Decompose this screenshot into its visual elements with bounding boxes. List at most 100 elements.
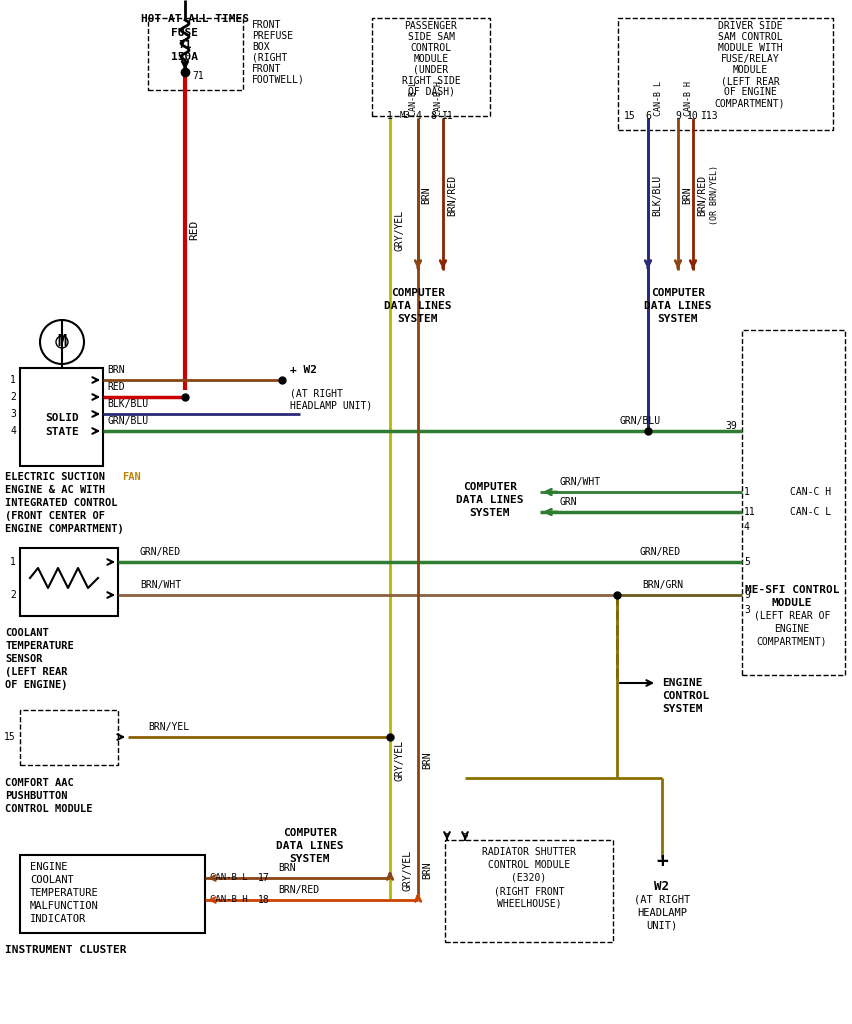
- Text: CAN-B H: CAN-B H: [684, 82, 693, 117]
- Text: BRN/YEL: BRN/YEL: [148, 722, 189, 732]
- Text: (UNDER: (UNDER: [413, 65, 449, 75]
- Text: FOOTWELL): FOOTWELL): [252, 75, 305, 85]
- Text: 1: 1: [10, 375, 16, 385]
- Text: INDICATOR: INDICATOR: [30, 914, 86, 924]
- Text: MODULE: MODULE: [413, 54, 449, 63]
- Text: +: +: [656, 853, 668, 871]
- Text: GRN/RED: GRN/RED: [640, 547, 681, 557]
- Text: DATA LINES: DATA LINES: [276, 841, 343, 851]
- Text: + W2: + W2: [290, 365, 317, 375]
- Text: CONTROL: CONTROL: [411, 43, 452, 53]
- Text: (OR BRN/YEL): (OR BRN/YEL): [710, 165, 718, 225]
- Text: CAN-C H: CAN-C H: [790, 487, 831, 497]
- Text: SENSOR: SENSOR: [5, 654, 43, 664]
- Text: BRN/RED: BRN/RED: [697, 174, 707, 216]
- Bar: [20, 368, 103, 466]
- Text: COMPUTER: COMPUTER: [651, 288, 705, 298]
- Text: HEADLAMP: HEADLAMP: [637, 908, 687, 918]
- Text: W2: W2: [654, 880, 670, 893]
- Text: 3: 3: [10, 409, 16, 419]
- Text: ENGINE: ENGINE: [774, 624, 809, 634]
- Text: BRN/RED: BRN/RED: [278, 885, 320, 895]
- Text: 2: 2: [10, 590, 16, 600]
- Text: RED: RED: [107, 382, 124, 392]
- Bar: [20, 855, 205, 933]
- Text: CAN-C L: CAN-C L: [790, 507, 831, 517]
- Text: 4: 4: [10, 426, 16, 436]
- Text: PREFUSE: PREFUSE: [252, 31, 293, 41]
- Text: DATA LINES: DATA LINES: [644, 301, 711, 311]
- Text: ME-SFI CONTROL: ME-SFI CONTROL: [745, 585, 839, 595]
- Text: (FRONT CENTER OF: (FRONT CENTER OF: [5, 511, 105, 521]
- Text: 1: 1: [444, 833, 450, 843]
- Text: GRN/WHT: GRN/WHT: [560, 477, 602, 487]
- Text: SYSTEM: SYSTEM: [290, 854, 331, 864]
- Text: 17: 17: [258, 873, 270, 883]
- Text: BRN: BRN: [278, 863, 296, 873]
- Text: M: M: [57, 335, 66, 349]
- Text: PASSENGER: PASSENGER: [405, 22, 458, 31]
- Text: CAN-B L: CAN-B L: [210, 873, 248, 883]
- Text: RED: RED: [189, 220, 199, 240]
- Text: (LEFT REAR: (LEFT REAR: [5, 667, 67, 677]
- Text: SYSTEM: SYSTEM: [662, 705, 703, 714]
- Text: 1: 1: [10, 557, 16, 567]
- Text: BRN: BRN: [107, 365, 124, 375]
- Text: COMPUTER: COMPUTER: [283, 828, 337, 838]
- Text: CAN-B L: CAN-B L: [654, 82, 663, 117]
- Text: CAN-B H: CAN-B H: [434, 82, 443, 117]
- Text: CAN-B L: CAN-B L: [409, 82, 418, 117]
- Text: ENGINE COMPARTMENT): ENGINE COMPARTMENT): [5, 524, 124, 534]
- Text: INTEGRATED CONTROL: INTEGRATED CONTROL: [5, 498, 118, 508]
- Text: OF DASH): OF DASH): [407, 87, 454, 97]
- Text: 39: 39: [725, 421, 737, 431]
- Text: SYSTEM: SYSTEM: [469, 508, 510, 518]
- Text: BLK/BLU: BLK/BLU: [652, 174, 662, 216]
- Text: BLK/BLU: BLK/BLU: [107, 399, 148, 409]
- Text: BRN: BRN: [422, 861, 432, 879]
- Text: SOLID: SOLID: [45, 413, 79, 423]
- Text: RADIATOR SHUTTER: RADIATOR SHUTTER: [482, 847, 576, 857]
- Text: SIDE SAM: SIDE SAM: [407, 32, 454, 42]
- Text: 150A: 150A: [171, 52, 199, 62]
- Text: 18: 18: [258, 895, 270, 905]
- Text: GRY/YEL: GRY/YEL: [394, 210, 404, 251]
- Text: 3: 3: [744, 605, 750, 615]
- Text: PUSHBUTTON: PUSHBUTTON: [5, 791, 67, 801]
- Text: 2: 2: [462, 833, 468, 843]
- Text: MODULE: MODULE: [733, 65, 768, 75]
- Text: GRN/BLU: GRN/BLU: [620, 416, 661, 426]
- Text: BRN: BRN: [682, 186, 692, 204]
- Text: BRN: BRN: [421, 186, 431, 204]
- Text: HOT AT ALL TIMES: HOT AT ALL TIMES: [141, 14, 249, 24]
- Text: COMPUTER: COMPUTER: [463, 482, 517, 492]
- Text: GRN/BLU: GRN/BLU: [107, 416, 148, 426]
- Text: CONTROL: CONTROL: [662, 691, 709, 701]
- Bar: [742, 330, 845, 675]
- Text: 10: 10: [687, 111, 699, 121]
- Text: OF ENGINE): OF ENGINE): [5, 680, 67, 690]
- Text: COMFORT AAC: COMFORT AAC: [5, 778, 74, 788]
- Text: I13: I13: [701, 111, 719, 121]
- Text: ENGINE & AC WITH: ENGINE & AC WITH: [5, 485, 105, 495]
- Text: ENGINE: ENGINE: [662, 678, 703, 688]
- Text: CONTROL MODULE: CONTROL MODULE: [488, 860, 570, 870]
- Text: STATE: STATE: [45, 427, 79, 437]
- Text: FAN: FAN: [122, 472, 141, 482]
- Text: 5: 5: [744, 557, 750, 567]
- Text: BRN/RED: BRN/RED: [447, 174, 457, 216]
- Text: FRONT: FRONT: [252, 63, 281, 74]
- Text: ENGINE: ENGINE: [30, 862, 67, 872]
- Text: FUSE: FUSE: [171, 28, 199, 38]
- Text: DATA LINES: DATA LINES: [384, 301, 452, 311]
- Text: GRY/YEL: GRY/YEL: [403, 850, 413, 891]
- Text: 4: 4: [744, 522, 750, 532]
- Text: RIGHT SIDE: RIGHT SIDE: [401, 76, 460, 86]
- Text: BRN/WHT: BRN/WHT: [140, 580, 181, 590]
- Bar: [20, 548, 118, 616]
- Text: COOLANT: COOLANT: [30, 874, 74, 885]
- Text: BRN: BRN: [422, 752, 432, 769]
- Text: GRN: GRN: [560, 497, 578, 507]
- Text: SAM CONTROL: SAM CONTROL: [717, 32, 782, 42]
- Text: SYSTEM: SYSTEM: [398, 314, 438, 324]
